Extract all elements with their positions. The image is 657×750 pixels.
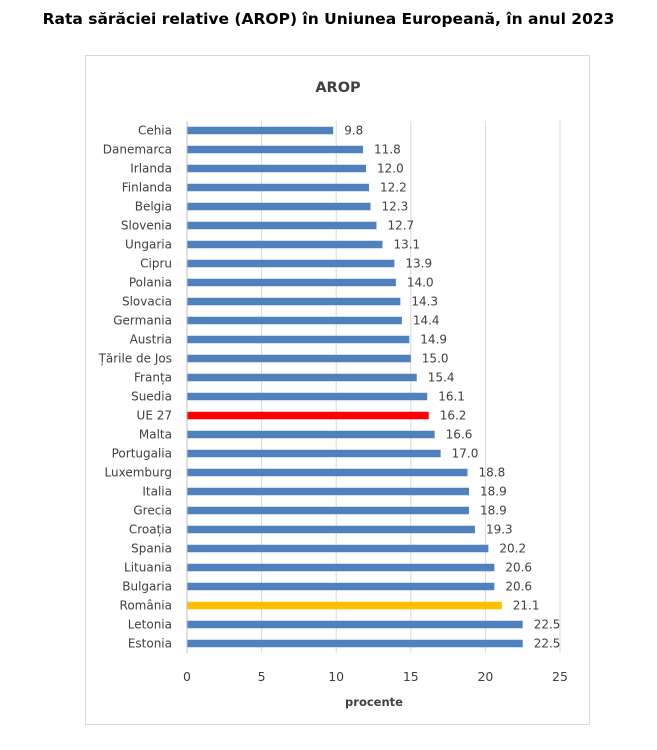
bar bbox=[187, 487, 469, 496]
category-label: Austria bbox=[130, 333, 172, 347]
data-label: 12.2 bbox=[380, 181, 407, 195]
bar bbox=[187, 297, 401, 306]
data-label: 14.4 bbox=[413, 314, 440, 328]
category-label: Grecia bbox=[133, 504, 172, 518]
bar bbox=[187, 411, 429, 420]
data-label: 16.6 bbox=[446, 428, 473, 442]
category-label: Danemarca bbox=[103, 143, 172, 157]
category-label: Lituania bbox=[124, 561, 172, 575]
category-label: Luxemburg bbox=[105, 466, 172, 480]
data-label: 15.0 bbox=[422, 352, 449, 366]
chart-title: AROP bbox=[315, 80, 361, 96]
data-label: 13.1 bbox=[393, 238, 420, 252]
category-label: Suedia bbox=[131, 390, 172, 404]
category-label: România bbox=[120, 599, 172, 613]
bar bbox=[187, 601, 502, 610]
bar bbox=[187, 620, 523, 629]
category-label: Belgia bbox=[135, 200, 172, 214]
category-label: Germania bbox=[113, 314, 172, 328]
data-label: 14.3 bbox=[411, 295, 438, 309]
category-label: Letonia bbox=[128, 618, 172, 632]
data-label: 20.6 bbox=[505, 561, 532, 575]
data-label: 18.9 bbox=[480, 485, 507, 499]
x-tick-label: 0 bbox=[183, 669, 191, 684]
x-axis-ticks: 0 5 10 15 20 25 bbox=[183, 669, 568, 684]
category-label: Spania bbox=[131, 542, 172, 556]
category-label: Cipru bbox=[140, 257, 172, 271]
data-label: 18.9 bbox=[480, 504, 507, 518]
bar bbox=[187, 145, 364, 154]
data-label: 19.3 bbox=[486, 523, 513, 537]
value-labels: 9.8 11.8 12.0 12.2 12.3 12.7 13.1 13.9 14.0 14.3 1… bbox=[344, 124, 560, 651]
chart-container: AROP Cehia Danemarca Irlanda Finlanda Belgia… bbox=[85, 55, 590, 725]
data-label: 9.8 bbox=[344, 124, 363, 138]
bar bbox=[187, 335, 410, 344]
category-label: Irlanda bbox=[130, 162, 172, 176]
bar bbox=[187, 468, 468, 477]
data-label: 13.9 bbox=[405, 257, 432, 271]
category-label: Polania bbox=[129, 276, 172, 290]
x-tick-label: 15 bbox=[403, 669, 419, 684]
bar bbox=[187, 639, 523, 648]
bar bbox=[187, 392, 428, 401]
data-label: 12.0 bbox=[377, 162, 404, 176]
category-label: Slovenia bbox=[121, 219, 172, 233]
data-label: 12.7 bbox=[387, 219, 414, 233]
data-label: 21.1 bbox=[513, 599, 540, 613]
bar bbox=[187, 373, 417, 382]
x-axis-label: procente bbox=[345, 695, 403, 709]
data-label: 16.1 bbox=[438, 390, 465, 404]
data-label: 22.5 bbox=[534, 618, 561, 632]
bar bbox=[187, 449, 441, 458]
category-label: Croația bbox=[129, 523, 172, 537]
data-label: 12.3 bbox=[382, 200, 409, 214]
category-label: Portugalia bbox=[112, 447, 172, 461]
bar bbox=[187, 354, 411, 363]
bar bbox=[187, 316, 402, 325]
category-label: Estonia bbox=[128, 637, 172, 651]
bar bbox=[187, 525, 475, 534]
bar bbox=[187, 582, 495, 591]
bar bbox=[187, 544, 489, 553]
category-label: UE 27 bbox=[137, 409, 172, 423]
category-label: Cehia bbox=[138, 124, 172, 138]
category-label: Finlanda bbox=[122, 181, 172, 195]
bar bbox=[187, 430, 435, 439]
data-label: 11.8 bbox=[374, 143, 401, 157]
data-label: 15.4 bbox=[428, 371, 455, 385]
category-labels: Cehia Danemarca Irlanda Finlanda Belgia Slove… bbox=[98, 124, 172, 651]
x-tick-label: 5 bbox=[258, 669, 266, 684]
x-tick-label: 10 bbox=[328, 669, 344, 684]
page-title: Rata sărăciei relative (AROP) în Uniunea… bbox=[42, 10, 615, 28]
bar bbox=[187, 506, 469, 515]
category-label: Malta bbox=[139, 428, 172, 442]
data-label: 18.8 bbox=[478, 466, 505, 480]
data-label: 16.2 bbox=[440, 409, 467, 423]
bar bbox=[187, 164, 367, 173]
data-label: 20.6 bbox=[505, 580, 532, 594]
category-label: Italia bbox=[142, 485, 172, 499]
bar bbox=[187, 563, 495, 572]
x-tick-label: 25 bbox=[552, 669, 568, 684]
data-label: 20.2 bbox=[499, 542, 526, 556]
bar bbox=[187, 240, 383, 249]
category-label: Bulgaria bbox=[122, 580, 172, 594]
arop-bar-chart: AROP Cehia Danemarca Irlanda Finlanda Belgia… bbox=[98, 80, 568, 709]
data-label: 14.0 bbox=[407, 276, 434, 290]
data-label: 14.9 bbox=[420, 333, 447, 347]
bar bbox=[187, 126, 334, 135]
bar bbox=[187, 259, 395, 268]
bar bbox=[187, 183, 370, 192]
bar bbox=[187, 221, 377, 230]
category-label: Ungaria bbox=[125, 238, 172, 252]
bar bbox=[187, 202, 371, 211]
x-tick-label: 20 bbox=[477, 669, 493, 684]
bar bbox=[187, 278, 396, 287]
data-label: 22.5 bbox=[534, 637, 561, 651]
category-label: Slovacia bbox=[122, 295, 172, 309]
category-label: Franța bbox=[134, 371, 172, 385]
category-label: Țările de Jos bbox=[98, 352, 172, 366]
bars bbox=[187, 126, 523, 648]
data-label: 17.0 bbox=[452, 447, 479, 461]
